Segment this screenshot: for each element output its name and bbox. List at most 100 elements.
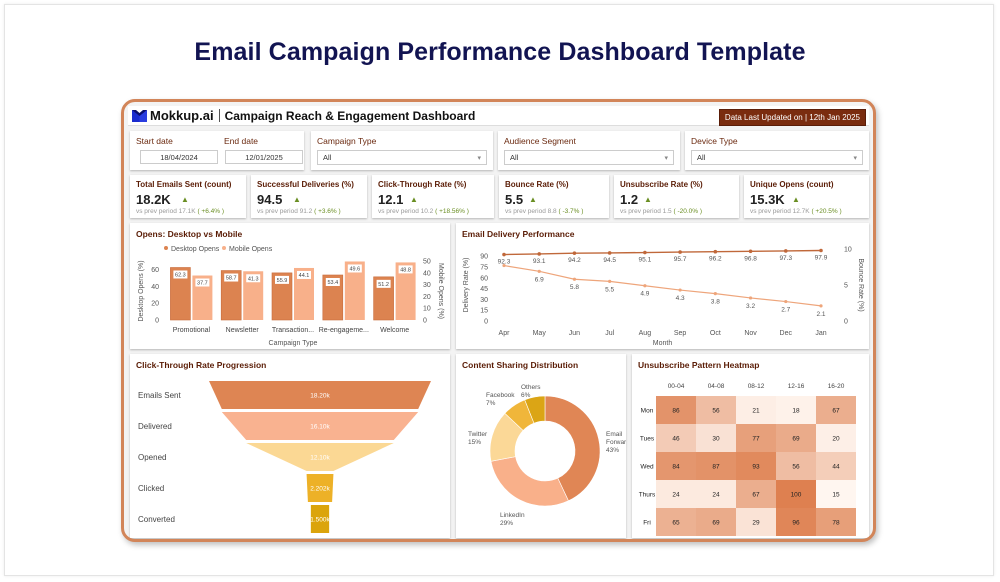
bounce-rate-line — [503, 264, 822, 307]
y-tick-label: 0 — [155, 318, 159, 325]
kpi-label: Unique Opens (count) — [750, 180, 834, 189]
end-date-input[interactable]: 12/01/2025 — [225, 150, 303, 164]
y-tick-label: 15 — [480, 308, 488, 315]
funnel-data-label: 1.500k — [310, 517, 330, 524]
kpi-label: Click-Through Rate (%) — [378, 180, 467, 189]
date-filter-card: Start date 18/04/2024 End date 12/01/202… — [130, 131, 304, 170]
y2-axis-title: Bounce Rate (%) — [857, 258, 864, 311]
trend-up-icon: ▲ — [792, 195, 800, 204]
heatmap-cell-value: 21 — [752, 408, 760, 415]
kpi-card-unsubscribe-rate: Unsubscribe Rate (%) 1.2 ▲ vs prev perio… — [614, 175, 739, 218]
delivery-point — [783, 249, 788, 253]
bounce-data-label: 3.8 — [711, 299, 720, 306]
bounce-data-label: 6.9 — [535, 276, 544, 283]
dropdown-caret-icon: ▾ — [664, 155, 668, 162]
start-date-input[interactable]: 18/04/2024 — [140, 150, 218, 164]
y2-tick-label: 10 — [423, 306, 431, 313]
bar-mobile — [243, 271, 264, 320]
heatmap-cell-value: 30 — [712, 436, 720, 443]
y-axis-title: Desktop Opens (%) — [138, 260, 145, 321]
bounce-point — [502, 263, 506, 268]
kpi-value: 15.3K — [750, 192, 785, 207]
funnel-data-label: 12.10k — [310, 455, 330, 462]
kpi-change: ( -3.7% ) — [558, 208, 584, 215]
x-tick-label: Jan — [815, 330, 826, 337]
donut-slice — [490, 456, 569, 507]
data-label-bg — [297, 270, 311, 279]
chart-title: Unsubscribe Pattern Heatmap — [638, 360, 760, 370]
heatmap-cell-value: 29 — [752, 520, 760, 527]
heatmap-cell-value: 86 — [672, 408, 680, 415]
kpi-change: ( +20.5% ) — [811, 208, 842, 215]
data-label: 53.4 — [327, 280, 338, 286]
kpi-change: ( +18.56% ) — [435, 208, 469, 215]
y2-axis-title: Mobile Opens (%) — [437, 263, 444, 319]
donut-data-label: 6% — [521, 392, 531, 399]
bar-desktop — [170, 267, 191, 321]
data-label-bg — [347, 264, 362, 273]
data-label-bg — [246, 274, 261, 283]
kpi-label: Total Emails Sent (count) — [136, 180, 232, 189]
kpi-comparison: vs prev period 91.2 ( +3.6% ) — [257, 208, 341, 215]
heatmap-cell — [696, 508, 736, 536]
legend-label-desktop: Desktop Opens — [171, 246, 220, 253]
heatmap-cell-value: 67 — [832, 408, 840, 415]
bounce-point — [643, 284, 647, 288]
device-type-select[interactable]: All ▾ — [691, 150, 863, 165]
heatmap-cell — [736, 452, 776, 480]
funnel-stage-label: Clicked — [138, 484, 164, 493]
chart-title: Opens: Desktop vs Mobile — [136, 229, 243, 239]
bounce-point — [713, 292, 717, 296]
funnel-stage — [246, 443, 394, 471]
campaign-type-select[interactable]: All ▾ — [317, 150, 487, 165]
kpi-prev-text: vs prev period 91.2 — [257, 208, 313, 215]
y-tick-label: 60 — [151, 267, 159, 274]
delivery-data-label: 96.8 — [744, 255, 757, 262]
heatmap-cell — [776, 508, 816, 536]
audience-segment-value: All — [510, 153, 519, 162]
kpi-comparison: vs prev period 10.2 ( +18.56% ) — [378, 208, 469, 215]
data-label: 48.8 — [400, 267, 411, 273]
x-axis-title: Month — [653, 340, 673, 347]
audience-segment-select[interactable]: All ▾ — [504, 150, 674, 165]
heatmap-cell-value: 93 — [752, 464, 760, 471]
heatmap-cell-value: 15 — [832, 492, 840, 499]
x-tick-label: Jun — [569, 330, 580, 337]
data-label: 41.3 — [248, 276, 259, 282]
donut-data-label: Forward — [606, 439, 626, 446]
opens-chart-card: Opens: Desktop vs Mobile Desktop Opens Mo… — [130, 223, 450, 349]
y2-tick-label: 0 — [844, 319, 848, 326]
ctr-funnel-chart: 18.20k Emails Sent 16.10k Delivered 12.10k Op… — [138, 381, 431, 533]
kpi-comparison: vs prev period 1.5 ( -20.0% ) — [620, 208, 702, 215]
bar-mobile — [192, 275, 213, 320]
bounce-data-label: 5.8 — [570, 284, 579, 291]
heatmap-cell — [736, 424, 776, 452]
bar-mobile — [344, 261, 365, 320]
unsubscribe-heatmap: 00-04 04-08 08-12 12-16 16-20 Mon 86 56 21 18 67 Tu… — [639, 383, 856, 536]
funnel-stage — [306, 474, 334, 502]
donut-data-label: Email — [606, 431, 623, 438]
y-tick-label: 60 — [480, 275, 488, 282]
data-label: 49.6 — [349, 266, 360, 272]
heatmap-cell — [816, 424, 856, 452]
kpi-label: Unsubscribe Rate (%) — [620, 180, 703, 189]
delivery-line-chart: 0 15 30 45 60 75 90 0 5 10 Delivery Rate (%) Bounce… — [463, 247, 864, 348]
heatmap-cell — [776, 452, 816, 480]
delivery-data-label: 92.3 — [498, 259, 511, 266]
heatmap-cell-value: 20 — [832, 436, 840, 443]
bounce-point — [678, 288, 682, 292]
last-updated-badge: Data Last Updated on | 12th Jan 2025 — [718, 109, 866, 126]
end-date-label: End date — [224, 136, 259, 146]
heatmap-cell — [816, 396, 856, 424]
device-type-value: All — [697, 153, 706, 162]
funnel-stage — [221, 412, 419, 440]
heatmap-cell — [816, 508, 856, 536]
brand-logo[interactable]: Mokkup.ai — [132, 108, 214, 123]
kpi-card-unique-opens: Unique Opens (count) 15.3K ▲ vs prev per… — [744, 175, 869, 218]
header-divider — [218, 109, 220, 122]
funnel-stage — [209, 381, 431, 409]
x-axis-title: Campaign Type — [269, 340, 318, 347]
heatmap-cell-value: 24 — [712, 492, 720, 499]
y-tick-label: 40 — [151, 284, 159, 291]
heatmap-row-label: Tues — [640, 436, 655, 443]
